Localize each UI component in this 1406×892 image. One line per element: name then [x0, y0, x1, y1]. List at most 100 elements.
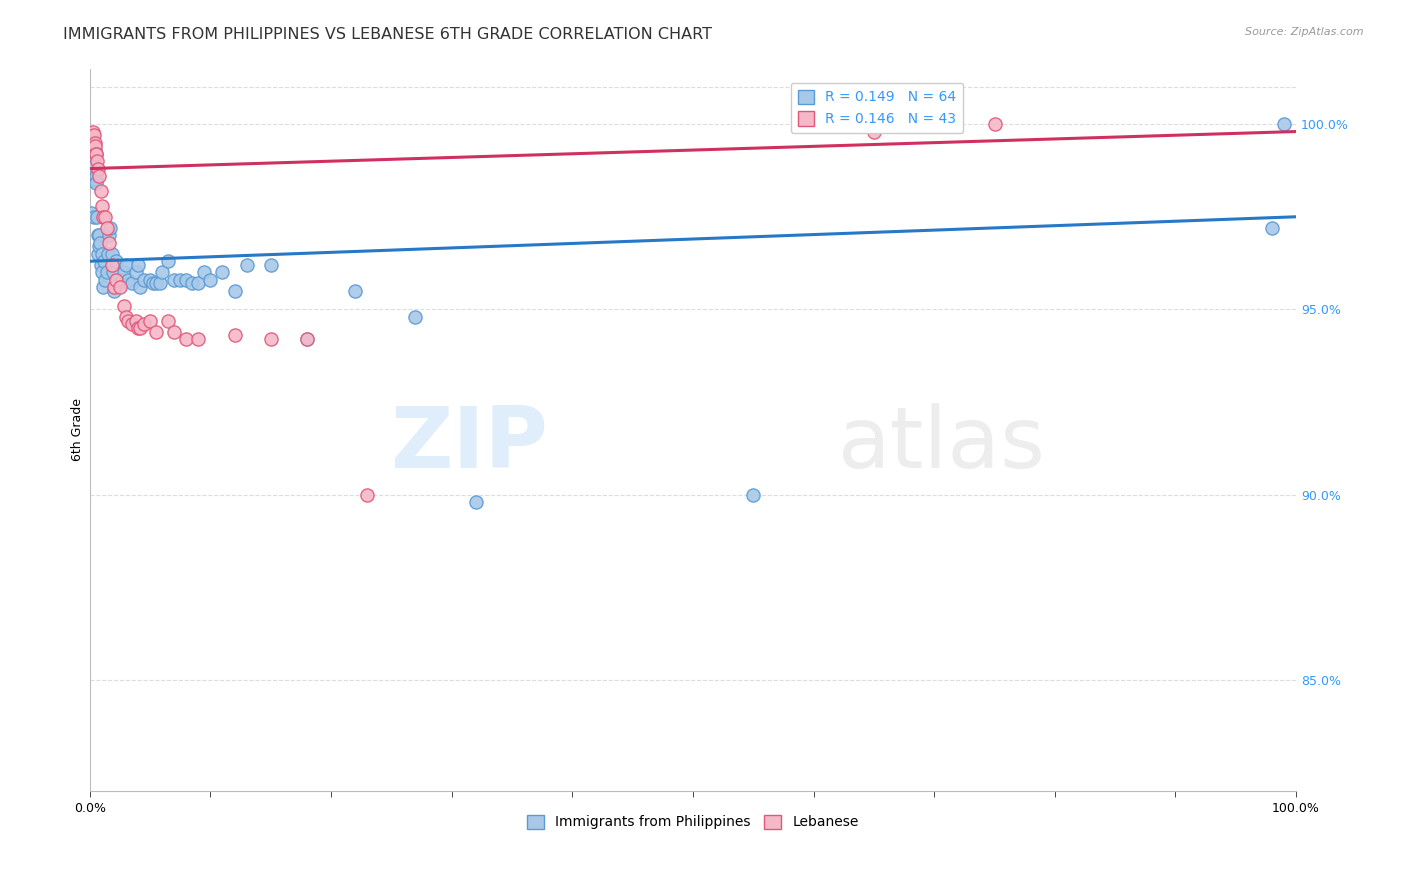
- Point: [235, 258, 257, 272]
- Point: [89, 235, 111, 250]
- Point: [98, 228, 121, 243]
- Point: [84, 169, 107, 183]
- Point: [863, 124, 886, 138]
- Point: [82, 124, 104, 138]
- Point: [141, 277, 163, 291]
- Point: [145, 325, 167, 339]
- Point: [117, 313, 139, 327]
- Point: [115, 258, 138, 272]
- Point: [96, 220, 118, 235]
- Point: [105, 273, 128, 287]
- Point: [1261, 220, 1284, 235]
- Point: [1272, 117, 1295, 131]
- Point: [193, 265, 215, 279]
- Point: [84, 146, 107, 161]
- Point: [94, 273, 117, 287]
- Point: [83, 143, 105, 157]
- Point: [405, 310, 427, 324]
- Point: [97, 247, 120, 261]
- Point: [90, 247, 112, 261]
- Point: [87, 247, 110, 261]
- Point: [112, 265, 135, 279]
- Point: [121, 277, 143, 291]
- Point: [139, 273, 162, 287]
- Point: [98, 220, 121, 235]
- Point: [80, 206, 103, 220]
- Point: [121, 318, 143, 332]
- Point: [200, 273, 222, 287]
- Point: [87, 161, 110, 176]
- Point: [82, 146, 104, 161]
- Point: [84, 172, 107, 186]
- Point: [115, 310, 138, 324]
- Point: [82, 158, 104, 172]
- Point: [132, 273, 155, 287]
- Point: [94, 210, 117, 224]
- Point: [82, 139, 104, 153]
- Legend: Immigrants from Philippines, Lebanese: Immigrants from Philippines, Lebanese: [522, 809, 865, 835]
- Point: [139, 313, 162, 327]
- Point: [87, 228, 110, 243]
- Point: [124, 313, 146, 327]
- Point: [98, 235, 121, 250]
- Point: [157, 313, 180, 327]
- Point: [83, 210, 105, 224]
- Point: [100, 258, 122, 272]
- Point: [80, 132, 103, 146]
- Point: [163, 273, 186, 287]
- Text: Source: ZipAtlas.com: Source: ZipAtlas.com: [1246, 27, 1364, 37]
- Point: [86, 154, 108, 169]
- Point: [187, 332, 209, 346]
- Y-axis label: 6th Grade: 6th Grade: [72, 399, 84, 461]
- Point: [111, 273, 134, 287]
- Point: [105, 254, 128, 268]
- Point: [129, 280, 152, 294]
- Point: [103, 280, 125, 294]
- Point: [260, 258, 283, 272]
- Point: [108, 277, 131, 291]
- Point: [157, 254, 180, 268]
- Point: [82, 136, 104, 150]
- Point: [295, 332, 318, 346]
- Point: [82, 172, 104, 186]
- Point: [86, 146, 108, 161]
- Point: [127, 258, 149, 272]
- Point: [356, 488, 378, 502]
- Point: [83, 136, 105, 150]
- Point: [83, 151, 105, 165]
- Point: [129, 321, 152, 335]
- Point: [83, 128, 105, 143]
- Text: atlas: atlas: [838, 403, 1046, 486]
- Point: [93, 254, 115, 268]
- Point: [91, 280, 114, 294]
- Point: [169, 273, 191, 287]
- Point: [742, 488, 765, 502]
- Point: [127, 321, 149, 335]
- Point: [464, 495, 486, 509]
- Point: [983, 117, 1005, 131]
- Point: [100, 247, 122, 261]
- Point: [86, 210, 108, 224]
- Point: [89, 169, 111, 183]
- Point: [181, 277, 204, 291]
- Point: [90, 184, 112, 198]
- Point: [101, 265, 124, 279]
- Point: [108, 280, 131, 294]
- Point: [84, 139, 107, 153]
- Point: [117, 273, 139, 287]
- Point: [86, 177, 108, 191]
- Point: [90, 199, 112, 213]
- Point: [224, 284, 246, 298]
- Point: [89, 239, 111, 253]
- Point: [90, 258, 112, 272]
- Point: [80, 128, 103, 143]
- Point: [260, 332, 283, 346]
- Point: [86, 228, 108, 243]
- Point: [124, 265, 146, 279]
- Point: [149, 277, 172, 291]
- Point: [150, 265, 173, 279]
- Point: [91, 210, 114, 224]
- Point: [163, 325, 186, 339]
- Point: [145, 277, 167, 291]
- Text: IMMIGRANTS FROM PHILIPPINES VS LEBANESE 6TH GRADE CORRELATION CHART: IMMIGRANTS FROM PHILIPPINES VS LEBANESE …: [63, 27, 713, 42]
